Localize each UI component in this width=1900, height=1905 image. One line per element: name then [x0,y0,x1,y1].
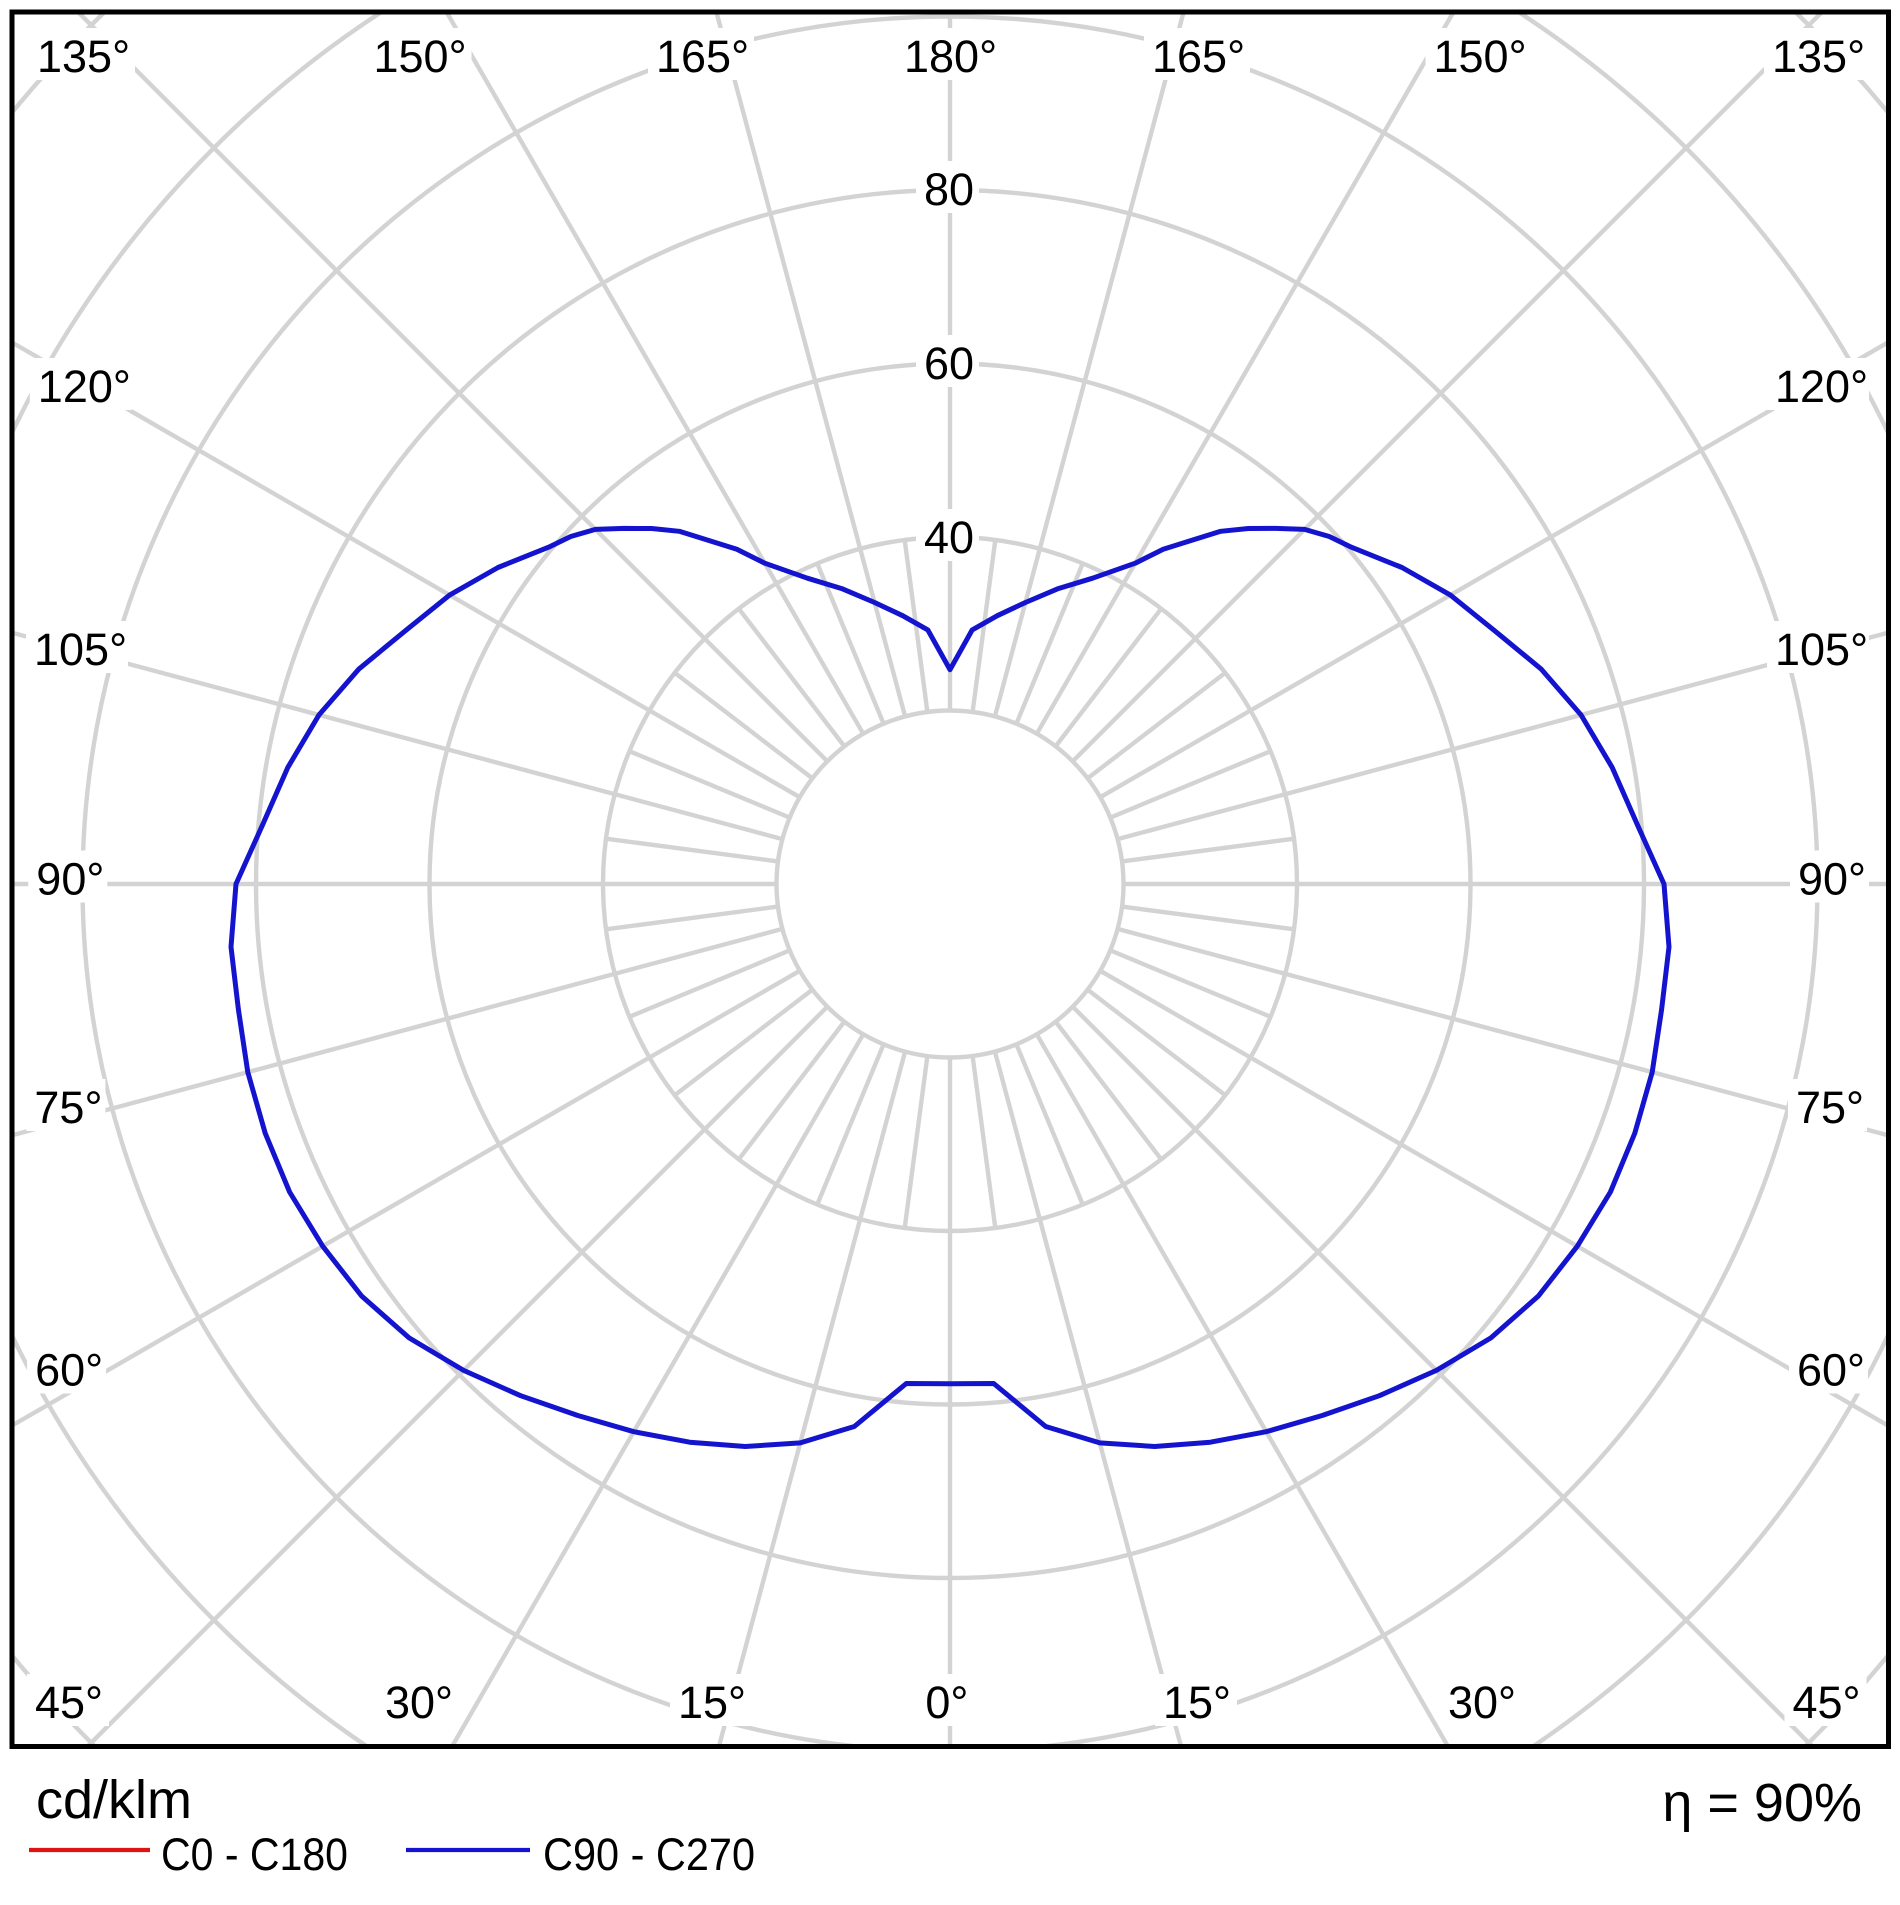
svg-text:90°: 90° [36,854,104,905]
svg-text:η = 90%: η = 90% [1662,1773,1862,1833]
svg-text:120°: 120° [1775,361,1868,412]
svg-text:105°: 105° [1775,624,1868,675]
svg-text:15°: 15° [678,1677,746,1728]
svg-text:135°: 135° [37,31,130,82]
svg-text:0°: 0° [925,1677,968,1728]
svg-text:120°: 120° [38,361,131,412]
svg-text:165°: 165° [1152,31,1245,82]
svg-text:150°: 150° [374,31,467,82]
svg-text:30°: 30° [385,1677,453,1728]
svg-text:90°: 90° [1798,854,1866,905]
svg-text:165°: 165° [656,31,749,82]
svg-text:75°: 75° [34,1082,102,1133]
svg-text:30°: 30° [1448,1677,1516,1728]
svg-text:75°: 75° [1796,1082,1864,1133]
svg-text:cd/klm: cd/klm [36,1770,192,1830]
svg-text:60°: 60° [1797,1345,1865,1396]
svg-text:45°: 45° [35,1677,103,1728]
svg-text:40: 40 [924,512,974,563]
svg-text:105°: 105° [34,624,127,675]
svg-text:180°: 180° [904,31,997,82]
svg-text:15°: 15° [1163,1677,1231,1728]
svg-text:45°: 45° [1793,1677,1861,1728]
svg-text:C90 - C270: C90 - C270 [543,1829,755,1880]
svg-text:C0 - C180: C0 - C180 [161,1829,348,1880]
svg-text:135°: 135° [1772,31,1865,82]
svg-text:60: 60 [924,338,974,389]
svg-text:80: 80 [924,164,974,215]
svg-text:60°: 60° [35,1345,103,1396]
svg-text:150°: 150° [1434,31,1527,82]
